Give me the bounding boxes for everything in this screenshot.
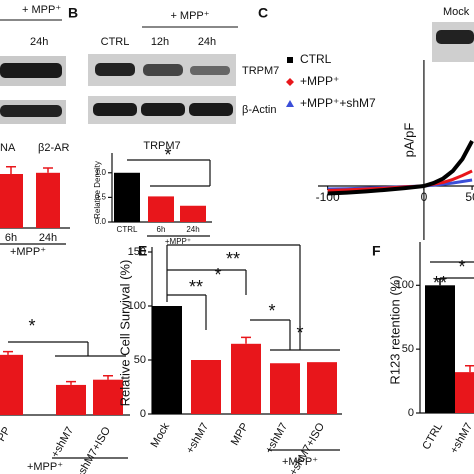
error-bar xyxy=(435,278,445,286)
error-bar xyxy=(465,365,474,373)
lane-label: 12h xyxy=(151,36,169,48)
bar xyxy=(425,285,455,413)
blot-band xyxy=(93,103,137,116)
error-bar xyxy=(103,375,113,380)
significance-mark: * xyxy=(28,316,35,336)
bar xyxy=(114,172,140,222)
legend-label: +MPP⁺ xyxy=(300,74,339,88)
blot-band xyxy=(190,66,230,75)
blot-band xyxy=(141,103,185,116)
y-tick-label: 0.0 xyxy=(95,217,107,226)
blot-band xyxy=(95,63,135,76)
x-tick-label: 6h xyxy=(157,225,166,234)
error-bar xyxy=(6,166,16,174)
treatment-label: + MPP⁺ xyxy=(170,10,209,22)
x-tick-label: CTRL xyxy=(420,421,445,452)
x-tick-label: +shM7 xyxy=(448,421,474,456)
x-tick-label: +shM7 xyxy=(49,425,76,460)
group-label: +MPP⁺ xyxy=(165,237,191,246)
y-tick-label: 100 xyxy=(396,279,414,291)
bar xyxy=(152,306,182,414)
y-tick-label: 150 xyxy=(128,246,146,258)
group-label: +MPP⁺ xyxy=(282,456,318,468)
blot-band xyxy=(0,63,62,78)
bar xyxy=(36,172,60,228)
y-tick-label: 1.0 xyxy=(95,168,107,177)
x-tick-label: +shM7 xyxy=(184,421,211,456)
significance-mark: * xyxy=(296,323,303,343)
bar xyxy=(148,196,174,222)
panel-label: C xyxy=(258,5,268,21)
x-tick-label: CTRL xyxy=(117,225,138,234)
error-bar xyxy=(43,167,53,173)
x-tick-label: +shM7+ISO xyxy=(73,425,113,474)
legend-marker xyxy=(287,57,293,63)
bar xyxy=(191,360,221,414)
bar xyxy=(0,354,23,415)
y-axis-label: Relative Cell Survival (%) xyxy=(117,260,132,407)
x-tick-label: MPP xyxy=(229,421,251,448)
x-tick-label: 24h xyxy=(186,225,199,234)
bar xyxy=(307,362,337,414)
significance-mark: ** xyxy=(226,249,240,269)
legend-marker xyxy=(286,78,294,86)
x-tick-label: Mock xyxy=(149,421,173,450)
y-axis-label: pA/pF xyxy=(401,123,416,158)
x-tick-label: 50 xyxy=(465,190,474,204)
bar xyxy=(180,205,206,222)
blot-band xyxy=(189,103,233,116)
panel-label: E xyxy=(138,243,147,259)
bar xyxy=(270,363,300,414)
axis-group-label: β2-AR xyxy=(38,142,69,154)
blot-band xyxy=(143,64,183,76)
axis-group-label: NA xyxy=(0,142,16,154)
lane-label: Mock xyxy=(443,6,470,18)
y-axis-label: Relative Density xyxy=(93,161,102,219)
y-tick-label: 50 xyxy=(134,354,146,366)
lane-label: 24h xyxy=(30,36,48,48)
chart-title: TRPM7 xyxy=(143,140,180,152)
legend-label: CTRL xyxy=(300,52,332,66)
lane-label: 24h xyxy=(198,36,216,48)
bar xyxy=(455,372,474,413)
lane-label: CTRL xyxy=(101,36,130,48)
significance-mark: ** xyxy=(189,277,203,297)
x-tick-label: 24h xyxy=(39,232,57,244)
panel-label: F xyxy=(372,243,381,259)
significance-mark: * xyxy=(214,265,221,285)
bar xyxy=(0,174,23,228)
significance-mark: ** xyxy=(433,273,447,293)
significance-mark: * xyxy=(458,257,465,277)
error-bar xyxy=(241,336,251,344)
bar xyxy=(93,379,123,415)
legend-label: +MPP⁺+shM7 xyxy=(300,96,376,110)
significance-mark: * xyxy=(268,301,275,321)
blot-band xyxy=(0,105,62,117)
protein-label: β-Actin xyxy=(242,104,276,116)
y-axis-label: R123 retention (%) xyxy=(387,275,402,384)
series-line xyxy=(327,140,474,196)
x-tick-label: 0 xyxy=(421,190,428,204)
protein-label: TRPM7 xyxy=(242,65,279,77)
y-tick-label: 0 xyxy=(408,407,414,419)
bar xyxy=(56,384,86,415)
panel-label: B xyxy=(68,5,78,21)
group-label: +MPP⁺ xyxy=(27,461,63,473)
x-tick-label: PP xyxy=(0,425,13,444)
group-label: +MPP⁺ xyxy=(10,246,46,258)
legend-marker xyxy=(286,100,294,107)
y-tick-label: 50 xyxy=(402,343,414,355)
blot-band xyxy=(436,30,474,44)
error-bar xyxy=(3,350,13,355)
y-tick-label: 0.5 xyxy=(95,192,107,201)
x-tick-label: 6h xyxy=(5,232,17,244)
bar xyxy=(231,343,261,414)
treatment-label: + MPP⁺ xyxy=(22,4,61,16)
significance-mark: * xyxy=(164,145,171,165)
y-tick-label: 100 xyxy=(128,300,146,312)
y-tick-label: 0 xyxy=(140,408,146,420)
error-bar xyxy=(66,380,76,385)
